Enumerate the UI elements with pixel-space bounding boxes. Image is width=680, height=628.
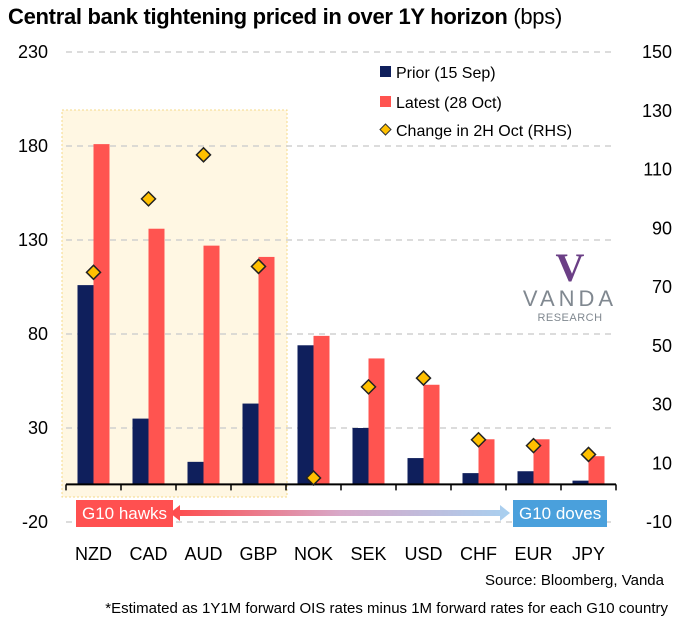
category-label: SEK: [350, 544, 386, 564]
x-axis: [65, 483, 617, 491]
vanda-logo-icon: V: [555, 245, 585, 290]
category-label: USD: [404, 544, 442, 564]
chart-title-main: Central bank tightening priced in over 1…: [8, 4, 508, 29]
category-labels: NZD CAD AUD GBP NOK SEK USD CHF EUR JPY: [75, 544, 605, 564]
chart-title: Central bank tightening priced in over 1…: [8, 4, 562, 30]
category-label: AUD: [184, 544, 222, 564]
y-right-tick-label: 90: [652, 218, 672, 238]
bar-latest: [258, 256, 275, 485]
bar-latest: [588, 456, 605, 485]
category-label: EUR: [514, 544, 552, 564]
category-label: CHF: [460, 544, 497, 564]
y-right-tick-label: 110: [643, 160, 672, 180]
change-marker: [305, 469, 322, 486]
legend-label-change: Change in 2H Oct (RHS): [396, 123, 572, 140]
category-label: NZD: [75, 544, 112, 564]
change-marker: [195, 146, 212, 163]
bars: [77, 144, 605, 485]
legend-label-latest: Latest (28 Oct): [396, 95, 502, 112]
bar-prior: [572, 480, 589, 485]
vanda-logo-name: VANDA: [522, 286, 618, 311]
legend-swatch-latest: [380, 96, 391, 107]
legend-swatch-prior: [380, 66, 391, 77]
change-markers: [85, 146, 597, 486]
bar-prior: [187, 461, 204, 485]
y-axis-right: 150 130 110 90 70 50 30 10 -10: [642, 42, 672, 532]
y-right-tick-label: 150: [642, 42, 672, 62]
legend-label-prior: Prior (15 Sep): [396, 65, 496, 82]
change-marker: [415, 370, 432, 387]
bar-latest: [93, 144, 110, 485]
bar-latest: [368, 358, 385, 485]
footnote: *Estimated as 1Y1M forward OIS rates min…: [105, 600, 668, 617]
y-left-tick-label: -20: [22, 512, 48, 532]
bar-prior: [517, 471, 534, 485]
y-axis-left: 230 180 130 80 30 -20: [18, 42, 48, 532]
bar-prior: [352, 428, 369, 485]
vanda-logo-sub: RESEARCH: [537, 312, 603, 324]
legend: Prior (15 Sep) Latest (28 Oct) Change in…: [379, 65, 572, 140]
y-left-tick-label: 30: [28, 418, 48, 438]
hawks-label: G10 hawks: [76, 500, 174, 527]
bar-latest: [478, 439, 495, 485]
y-right-tick-label: 10: [652, 453, 672, 473]
doves-label: G10 doves: [513, 500, 608, 527]
y-left-tick-label: 130: [18, 230, 48, 250]
category-label: JPY: [572, 544, 605, 564]
vanda-logo: V VANDA RESEARCH: [520, 245, 620, 325]
change-marker: [360, 378, 377, 395]
bar-prior: [407, 458, 424, 485]
change-marker: [85, 264, 102, 281]
bar-latest: [313, 335, 330, 485]
change-marker: [140, 190, 157, 207]
y-right-tick-label: 130: [642, 101, 672, 121]
bar-latest: [533, 439, 550, 485]
y-right-tick-label: -10: [646, 512, 672, 532]
change-marker: [470, 431, 487, 448]
change-marker: [580, 446, 597, 463]
y-right-tick-label: 30: [652, 395, 672, 415]
bar-prior: [462, 473, 479, 485]
category-label: CAD: [129, 544, 167, 564]
category-label: GBP: [239, 544, 277, 564]
y-left-tick-label: 230: [18, 42, 48, 62]
hawks-doves-arrow: [170, 505, 510, 521]
change-marker: [525, 437, 542, 454]
category-label: NOK: [294, 544, 333, 564]
y-right-tick-label: 50: [652, 336, 672, 356]
change-marker: [250, 258, 267, 275]
bar-prior: [77, 285, 94, 485]
bar-latest: [148, 228, 165, 485]
source-note: Source: Bloomberg, Vanda: [485, 572, 664, 589]
legend-swatch-change: [379, 123, 392, 136]
bar-latest: [423, 384, 440, 485]
bar-prior: [132, 418, 149, 485]
bar-latest: [203, 245, 220, 485]
chart-title-unit: (bps): [513, 4, 562, 29]
bar-prior: [297, 345, 314, 485]
y-left-tick-label: 80: [28, 324, 48, 344]
bar-prior: [242, 403, 259, 485]
y-right-tick-label: 70: [652, 277, 672, 297]
y-left-tick-label: 180: [18, 136, 48, 156]
